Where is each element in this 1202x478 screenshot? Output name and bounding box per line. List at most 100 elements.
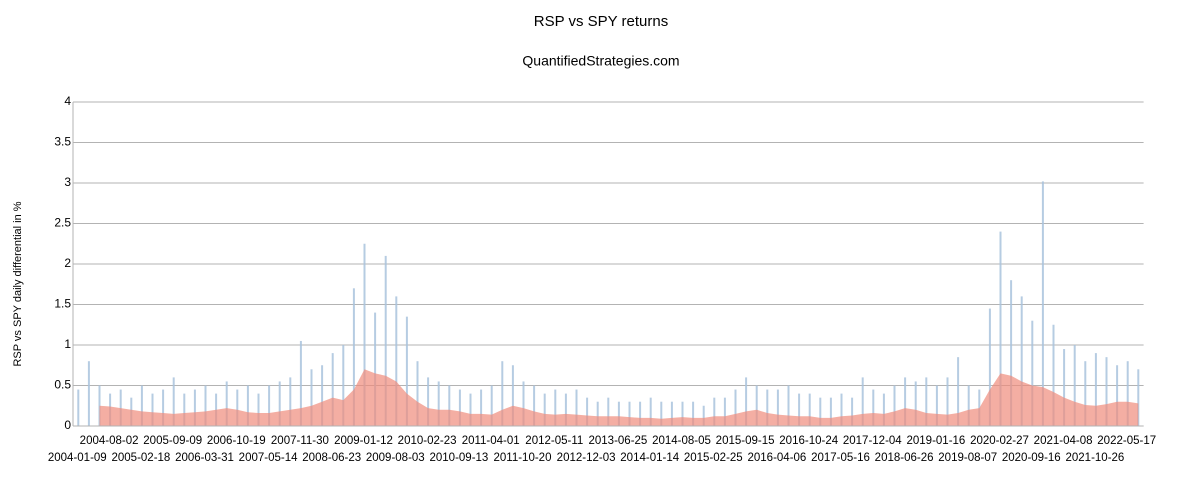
x-tick-label: 2009-01-12 [334, 435, 393, 447]
x-tick-label: 2008-06-23 [302, 452, 361, 464]
bar [723, 397, 726, 426]
x-tick-label: 2006-03-31 [175, 452, 234, 464]
bar [416, 361, 419, 426]
bar [745, 377, 748, 426]
bar [395, 296, 398, 426]
bar [607, 397, 610, 426]
bar [713, 397, 716, 426]
bar [310, 369, 313, 426]
x-tick-label: 2019-01-16 [906, 435, 965, 447]
bar [692, 401, 695, 426]
bar [872, 389, 875, 426]
y-tick-label: 1.5 [54, 297, 71, 311]
bar [861, 377, 864, 426]
bar [151, 393, 154, 426]
bar [999, 231, 1002, 426]
x-tick-label: 2021-10-26 [1065, 452, 1124, 464]
bar [787, 385, 790, 426]
bar [363, 243, 366, 426]
x-tick-label: 2014-08-05 [652, 435, 711, 447]
bar [893, 385, 896, 426]
y-tick-label: 3 [64, 175, 71, 189]
bar [575, 389, 578, 426]
x-tick-label: 2004-01-09 [48, 452, 107, 464]
y-tick-label: 0 [64, 418, 71, 432]
x-tick-label: 2017-12-04 [843, 435, 902, 447]
x-tick-label: 2016-10-24 [779, 435, 838, 447]
bar [268, 385, 271, 426]
bar [1094, 353, 1097, 426]
bar [840, 393, 843, 426]
bar [628, 401, 631, 426]
bar [225, 381, 228, 426]
bar [776, 389, 779, 426]
bar [904, 377, 907, 426]
bar [204, 385, 207, 426]
bar [469, 393, 472, 426]
bar [1020, 296, 1023, 426]
bar [755, 385, 758, 426]
bar [384, 255, 387, 426]
bar [808, 393, 811, 426]
bar [1031, 320, 1034, 426]
bar [321, 365, 324, 426]
bar [172, 377, 175, 426]
bar [988, 308, 991, 426]
bar [851, 397, 854, 426]
bar [543, 393, 546, 426]
bar [448, 385, 451, 426]
bar [935, 385, 938, 426]
x-tick-label: 2017-05-16 [811, 452, 870, 464]
bar [660, 401, 663, 426]
x-tick-label: 2012-05-11 [525, 435, 583, 447]
bar [1137, 369, 1140, 426]
bar [140, 385, 143, 426]
bar [437, 381, 440, 426]
x-tick-label: 2020-02-27 [970, 435, 1029, 447]
x-tick-label: 2004-08-02 [80, 435, 139, 447]
bar [1041, 181, 1044, 426]
x-tick-label: 2007-05-14 [239, 452, 298, 464]
y-tick-label: 1 [64, 337, 71, 351]
x-tick-label: 2022-05-17 [1097, 435, 1156, 447]
bar [257, 393, 260, 426]
x-tick-label: 2015-09-15 [716, 435, 775, 447]
x-tick-label: 2005-02-18 [111, 452, 170, 464]
y-tick-label: 3.5 [54, 135, 71, 149]
x-tick-label: 2015-02-25 [684, 452, 743, 464]
x-tick-label: 2018-06-26 [875, 452, 934, 464]
bar [405, 316, 408, 426]
y-axis-label: RSP vs SPY daily differential in % [12, 201, 24, 366]
bar [882, 393, 885, 426]
bar [87, 361, 90, 426]
bar [1073, 345, 1076, 426]
x-tick-label: 2011-04-01 [462, 435, 520, 447]
bar [77, 389, 80, 426]
x-tick-label: 2013-06-25 [588, 435, 647, 447]
bar [829, 397, 832, 426]
bar [183, 393, 186, 426]
y-tick-label: 0.5 [54, 378, 71, 392]
y-tick-label: 2.5 [54, 216, 71, 230]
bar [374, 312, 377, 426]
bar [458, 389, 461, 426]
bar [670, 401, 673, 426]
bar [766, 389, 769, 426]
bar [289, 377, 292, 426]
bar [1063, 349, 1066, 426]
bar [596, 401, 599, 426]
bar [734, 389, 737, 426]
chart-subtitle: QuantifiedStrategies.com [522, 53, 679, 69]
bar [925, 377, 928, 426]
bar [617, 401, 620, 426]
x-tick-label: 2020-09-16 [1002, 452, 1061, 464]
x-tick-label: 2007-11-30 [271, 435, 329, 447]
bar [681, 401, 684, 426]
x-tick-label: 2012-12-03 [557, 452, 616, 464]
bar [1116, 365, 1119, 426]
bar [1126, 361, 1129, 426]
bar [649, 397, 652, 426]
bar [967, 385, 970, 426]
bar [586, 397, 589, 426]
